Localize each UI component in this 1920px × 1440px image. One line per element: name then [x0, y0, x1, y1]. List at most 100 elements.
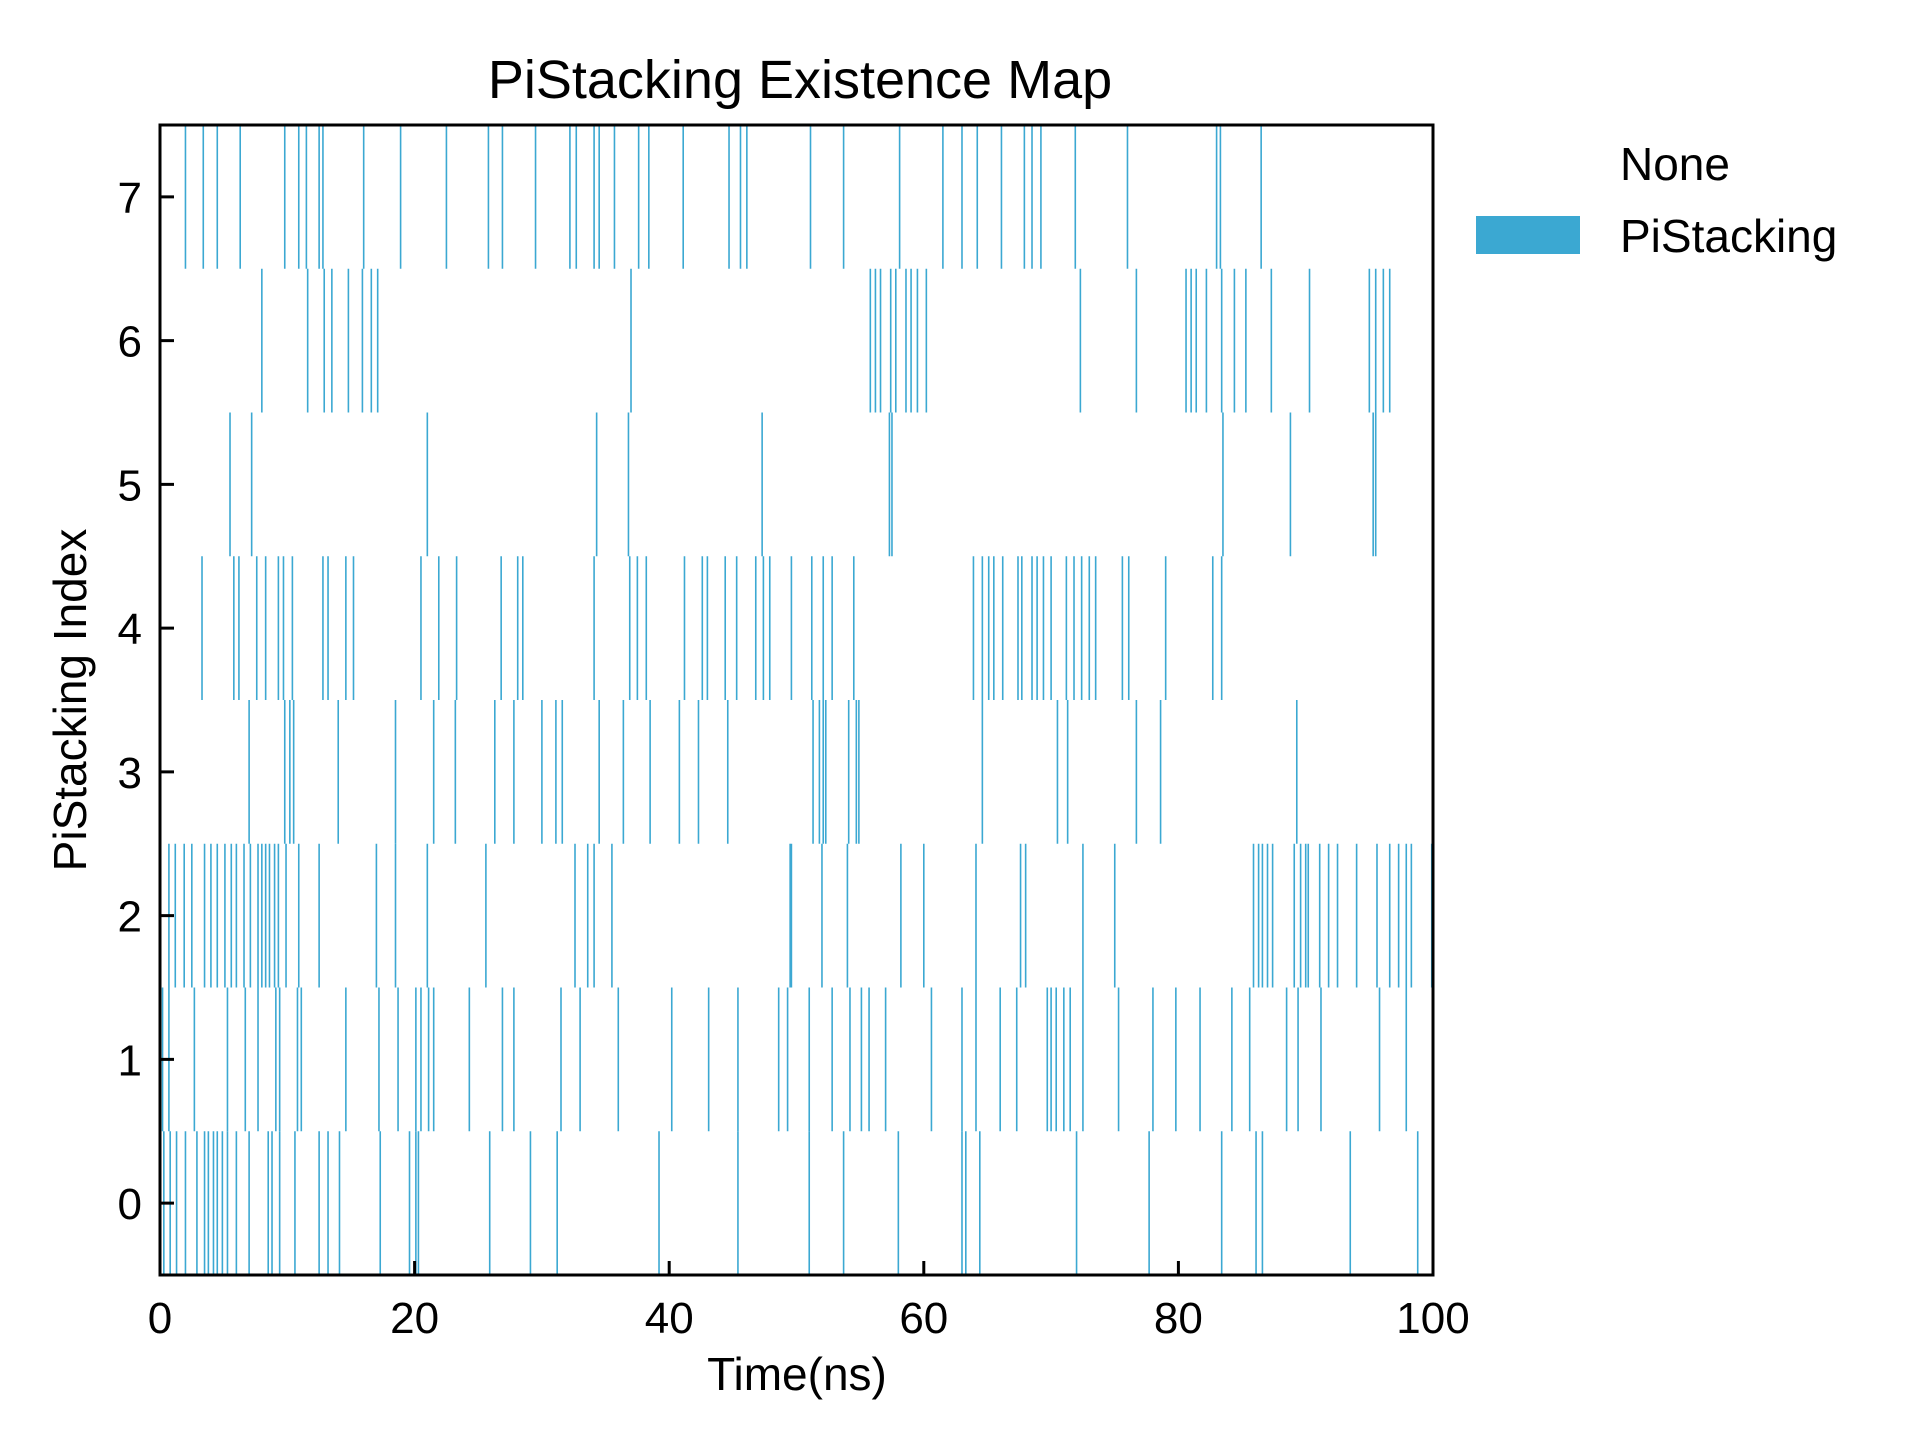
- existence-bar: [196, 1131, 198, 1275]
- existence-bar: [318, 843, 320, 988]
- x-axis-label: Time(ns): [707, 1348, 887, 1400]
- existence-bar: [226, 1131, 229, 1275]
- existence-bar: [1023, 125, 1026, 269]
- existence-bar: [824, 700, 827, 844]
- existence-bar: [847, 700, 850, 844]
- existence-bar: [322, 556, 324, 700]
- existence-bar: [1040, 125, 1042, 269]
- existence-bar: [905, 268, 907, 413]
- existence-bar: [846, 843, 849, 988]
- existence-bar: [569, 125, 571, 269]
- existence-bar: [858, 700, 860, 844]
- existence-bar: [203, 843, 206, 988]
- existence-bar: [1318, 843, 1321, 988]
- existence-bar: [768, 556, 771, 700]
- existence-bar: [216, 1131, 219, 1275]
- existence-bar: [445, 125, 448, 269]
- existence-bar: [193, 987, 196, 1132]
- legend-label-pistacking: PiStacking: [1620, 210, 1837, 262]
- existence-bar: [900, 843, 902, 988]
- existence-bar: [916, 268, 919, 413]
- existence-bar: [724, 556, 727, 700]
- existence-bar: [884, 987, 887, 1132]
- existence-bar: [831, 987, 833, 1132]
- existence-bar: [697, 700, 700, 844]
- existence-bar: [361, 268, 364, 413]
- existence-bar: [1245, 268, 1247, 413]
- y-axis-label: PiStacking Index: [44, 529, 96, 872]
- existence-bar: [1376, 843, 1378, 988]
- existence-bar: [174, 843, 177, 988]
- existence-bar: [1117, 987, 1120, 1132]
- existence-bar: [1416, 1131, 1419, 1275]
- existence-bar: [202, 125, 205, 269]
- existence-bar: [737, 1131, 739, 1275]
- existence-bar: [809, 125, 812, 269]
- existence-bar: [278, 987, 281, 1132]
- existence-bar: [575, 125, 578, 269]
- existence-bar: [417, 1131, 420, 1275]
- existence-bar: [201, 556, 203, 700]
- existence-bar: [874, 268, 877, 413]
- existence-bar: [658, 1131, 660, 1275]
- existence-bar: [1374, 412, 1377, 557]
- existence-bar: [1066, 700, 1069, 844]
- existence-bar: [291, 556, 294, 700]
- existence-bar: [487, 125, 490, 269]
- existence-bar: [221, 1131, 224, 1275]
- existence-bar: [207, 1131, 210, 1275]
- existence-bar: [1260, 125, 1262, 269]
- existence-bar: [235, 843, 238, 988]
- existence-bar: [1248, 987, 1251, 1132]
- existence-bar: [203, 1131, 206, 1275]
- existence-bar: [1056, 700, 1059, 844]
- existence-bar: [1079, 268, 1082, 413]
- y-tick-label: 2: [118, 893, 142, 942]
- chart-title: PiStacking Existence Map: [488, 50, 1112, 110]
- x-tick-label: 60: [899, 1294, 948, 1343]
- existence-bar: [923, 843, 925, 988]
- existence-bar: [216, 843, 219, 988]
- existence-bar: [1017, 556, 1019, 700]
- existence-bar: [394, 700, 397, 844]
- existence-bar: [1046, 987, 1049, 1132]
- existence-bar: [318, 1131, 320, 1275]
- existence-bar: [707, 987, 710, 1132]
- existence-bar: [897, 1131, 900, 1275]
- existence-bar: [534, 125, 537, 269]
- legend-label-none: None: [1620, 138, 1730, 190]
- existence-bar: [238, 556, 240, 700]
- existence-bar: [1397, 843, 1400, 988]
- y-tick-label: 4: [118, 605, 142, 654]
- existence-bar: [754, 556, 757, 700]
- existence-bar: [1327, 843, 1330, 988]
- existence-bar: [728, 125, 730, 269]
- existence-bar: [1019, 843, 1022, 988]
- existence-bar: [278, 1131, 281, 1275]
- existence-bar: [869, 268, 872, 413]
- existence-bar: [786, 987, 789, 1132]
- existence-bar: [842, 125, 845, 269]
- existence-bar: [1222, 412, 1224, 557]
- existence-bar: [1271, 843, 1274, 988]
- existence-bar: [1015, 987, 1018, 1132]
- y-tick-label: 1: [118, 1036, 142, 1085]
- existence-bar: [183, 843, 185, 988]
- existence-bar: [261, 268, 263, 413]
- existence-bar: [485, 843, 487, 988]
- existence-bar: [175, 1131, 178, 1275]
- existence-bar: [322, 125, 324, 269]
- existence-bar: [1289, 412, 1292, 557]
- existence-bar: [1135, 700, 1138, 844]
- existence-bar: [586, 843, 589, 988]
- existence-bar: [1220, 268, 1223, 413]
- existence-bar: [613, 125, 616, 269]
- existence-bar: [1308, 268, 1311, 413]
- existence-bar: [224, 843, 226, 988]
- existence-bar: [1127, 556, 1130, 700]
- y-tick-label: 3: [118, 749, 142, 798]
- existence-bar: [821, 843, 823, 988]
- existence-bar: [191, 843, 193, 988]
- existence-bar: [394, 843, 397, 988]
- existence-bar: [500, 556, 502, 700]
